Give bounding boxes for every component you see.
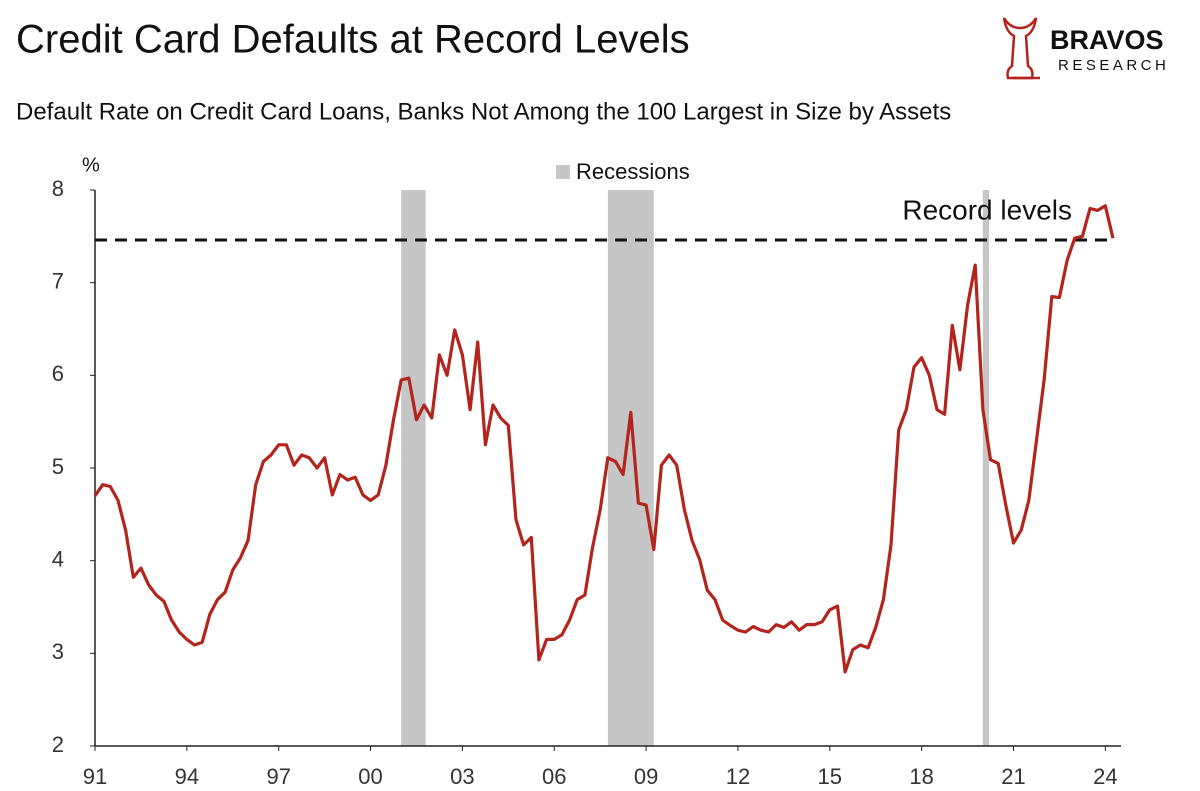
y-tick-label: 2 (52, 732, 64, 757)
chart-title: Credit Card Defaults at Record Levels (16, 18, 690, 62)
legend-label: Recessions (576, 159, 690, 184)
y-tick-label: 5 (52, 454, 64, 479)
x-tick-label: 06 (542, 764, 566, 789)
y-tick-label: 3 (52, 639, 64, 664)
x-tick-label: 94 (175, 764, 199, 789)
chart-subtitle: Default Rate on Credit Card Loans, Banks… (16, 98, 951, 125)
recession-band (607, 190, 654, 746)
x-tick-label: 09 (634, 764, 658, 789)
logo-name: BRAVOS (1050, 25, 1164, 55)
logo-icon (1002, 17, 1040, 80)
reference-label: Record levels (902, 194, 1072, 225)
recession-band (982, 190, 990, 746)
data-line (93, 204, 1115, 674)
x-tick-label: 12 (726, 764, 750, 789)
recession-band (401, 190, 426, 746)
y-tick-label: 8 (52, 176, 64, 201)
y-axis-label: % (82, 154, 100, 176)
x-tick-label: 18 (909, 764, 933, 789)
x-tick-label: 15 (818, 764, 842, 789)
x-tick-label: 21 (1001, 764, 1025, 789)
x-tick-label: 00 (358, 764, 382, 789)
y-tick-label: 4 (52, 546, 64, 571)
x-tick-label: 24 (1093, 764, 1117, 789)
logo-tagline: RESEARCH (1058, 57, 1169, 74)
x-tick-label: 03 (450, 764, 474, 789)
legend-swatch (556, 165, 570, 179)
x-tick-label: 91 (83, 764, 107, 789)
y-tick-label: 6 (52, 361, 64, 386)
y-tick-label: 7 (52, 268, 64, 293)
x-tick-label: 97 (266, 764, 290, 789)
